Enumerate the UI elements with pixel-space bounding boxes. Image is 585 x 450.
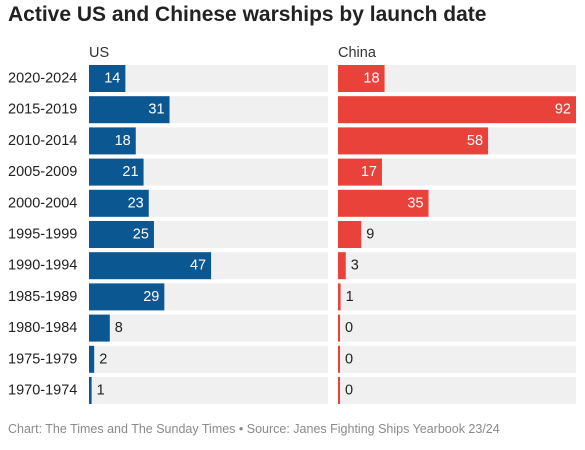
data-label-china: 0 <box>345 383 353 399</box>
chart-footer: Chart: The Times and The Sunday Times • … <box>8 422 500 436</box>
bar-track-us <box>89 377 328 404</box>
data-label-china: 9 <box>366 227 374 243</box>
bar-china <box>338 377 340 404</box>
bar-us <box>89 96 170 124</box>
category-label: 2005-2009 <box>8 164 77 180</box>
data-label-us: 29 <box>143 289 159 305</box>
bar-track-china <box>338 345 576 373</box>
category-label: 2020-2024 <box>8 71 77 87</box>
data-label-china: 1 <box>346 289 354 305</box>
data-label-us: 25 <box>133 227 149 243</box>
bar-track-us <box>89 65 328 92</box>
category-label: 1995-1999 <box>8 227 77 243</box>
bar-track-us <box>89 314 328 342</box>
bar-china <box>338 189 429 217</box>
category-label: 2015-2019 <box>8 102 77 118</box>
bar-us <box>89 127 136 155</box>
data-label-us: 8 <box>115 320 123 336</box>
data-label-us: 14 <box>104 71 120 87</box>
bar-china <box>338 65 385 92</box>
data-label-china: 35 <box>407 195 423 211</box>
bar-china <box>338 252 346 280</box>
category-label: 1970-1974 <box>8 383 77 399</box>
bar-us <box>89 345 95 373</box>
data-label-china: 58 <box>467 133 483 149</box>
chart-title: Active US and Chinese warships by launch… <box>8 3 487 26</box>
bar-track-china <box>338 252 576 280</box>
bar-track-china <box>338 377 576 404</box>
data-label-china: 0 <box>345 320 353 336</box>
bar-us <box>89 65 126 92</box>
category-label: 2010-2014 <box>8 133 77 149</box>
panel-header-us: US <box>89 45 109 61</box>
bar-china <box>338 221 362 248</box>
data-label-china: 3 <box>351 258 359 274</box>
data-label-china: 0 <box>345 351 353 367</box>
category-label: 1985-1989 <box>8 289 77 305</box>
bar-china <box>338 127 489 155</box>
bar-track-china <box>338 221 576 248</box>
category-label: 2000-2004 <box>8 195 77 211</box>
data-label-china: 17 <box>361 164 377 180</box>
data-label-us: 47 <box>190 258 206 274</box>
data-label-us: 23 <box>128 195 144 211</box>
category-label: 1980-1984 <box>8 320 77 336</box>
data-label-china: 18 <box>363 71 379 87</box>
bar-us <box>89 158 144 186</box>
data-label-us: 1 <box>97 383 105 399</box>
bar-track-china <box>338 314 576 342</box>
bar-china <box>338 345 340 373</box>
bar-us <box>89 377 92 404</box>
bar-us <box>89 283 165 311</box>
bar-us <box>89 252 212 280</box>
category-label: 1990-1994 <box>8 258 77 274</box>
bar-track-us <box>89 345 328 373</box>
bar-china <box>338 96 576 124</box>
bar-us <box>89 221 154 248</box>
data-label-china: 92 <box>555 102 571 118</box>
data-label-us: 31 <box>148 102 164 118</box>
category-label: 1975-1979 <box>8 351 77 367</box>
bar-us <box>89 314 110 342</box>
bar-track-china <box>338 283 576 311</box>
data-label-us: 21 <box>122 164 138 180</box>
bar-china <box>338 283 341 311</box>
bar-us <box>89 189 149 217</box>
bar-china <box>338 158 382 186</box>
bar-china <box>338 314 340 342</box>
panel-header-china: China <box>338 45 377 61</box>
data-label-us: 2 <box>99 351 107 367</box>
data-label-us: 18 <box>115 133 131 149</box>
